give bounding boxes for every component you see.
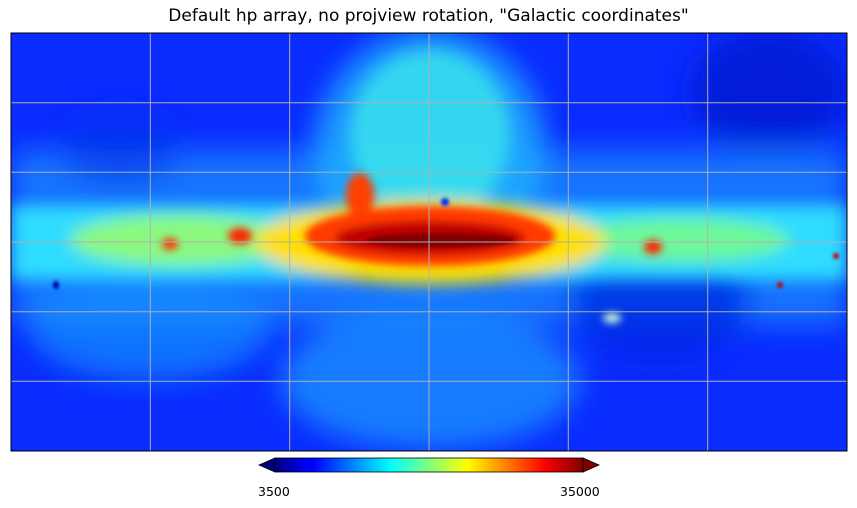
- sky-map: [11, 33, 847, 451]
- colorbar-gradient: [275, 458, 583, 472]
- colorbar: [258, 457, 600, 473]
- colorbar-max-label: 35000: [560, 484, 600, 499]
- chart-title: Default hp array, no projview rotation, …: [168, 6, 689, 26]
- map-frame: [10, 32, 848, 452]
- colorbar-extend-high: [582, 457, 600, 473]
- colorbar-extend-low: [258, 457, 276, 473]
- colorbar-min-label: 3500: [258, 484, 290, 499]
- graticule: [11, 33, 847, 451]
